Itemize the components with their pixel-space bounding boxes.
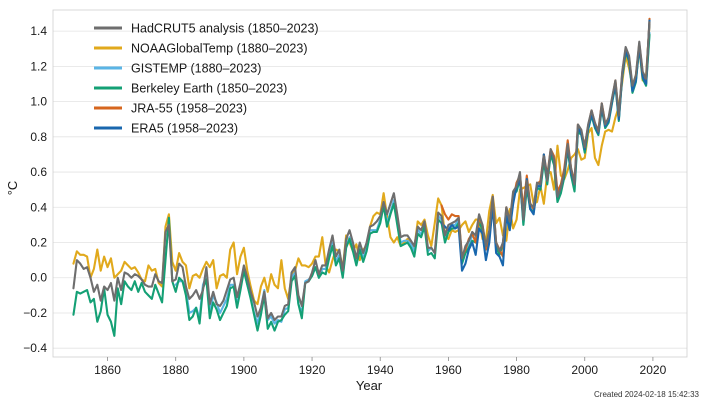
y-tick-label: −0.2 (23, 306, 47, 320)
x-axis-label: Year (356, 378, 383, 393)
y-tick-label: 0.6 (30, 165, 47, 179)
series-lines (72, 17, 651, 337)
y-axis-label: °C (5, 181, 20, 196)
x-tick-label: 1960 (435, 363, 462, 377)
legend-label: Berkeley Earth (1850–2023) (131, 82, 287, 96)
x-tick-label: 1940 (367, 363, 394, 377)
x-tick-label: 1860 (94, 363, 121, 377)
gridlines (53, 30, 687, 349)
x-tick-label: 2020 (640, 363, 667, 377)
legend-label: ERA5 (1958–2023) (131, 122, 238, 136)
x-tick-label: 1920 (299, 363, 326, 377)
y-tick-label: 0.4 (30, 200, 47, 214)
x-tick-label: 1900 (231, 363, 258, 377)
series-line-5 (72, 21, 651, 322)
x-tick-label: 1880 (162, 363, 189, 377)
y-tick-label: 0.2 (30, 236, 47, 250)
x-tick-label: 1980 (503, 363, 530, 377)
created-timestamp: Created 2024-02-18 15:42:33 (594, 390, 700, 399)
y-tick-label: 1.0 (30, 95, 47, 109)
y-tick-label: 1.2 (30, 59, 47, 73)
y-tick-label: 0.0 (30, 271, 47, 285)
legend-label: JRA-55 (1958–2023) (131, 102, 247, 116)
y-axis-ticks: −0.4 −0.2 0.0 0.2 0.4 0.6 0.8 1.0 1.2 1.4 (23, 24, 47, 355)
y-tick-label: −0.4 (23, 341, 47, 355)
plot-frame (52, 9, 688, 358)
legend-label: HadCRUT5 analysis (1850–2023) (131, 22, 319, 36)
legend-label: GISTEMP (1880–2023) (131, 62, 261, 76)
x-tick-label: 2000 (571, 363, 598, 377)
x-axis-ticks: 1860 1880 1900 1920 1940 1960 1980 2000 2020 (94, 357, 667, 377)
y-tick-label: 0.8 (30, 130, 47, 144)
legend: HadCRUT5 analysis (1850–2023) NOAAGlobalT… (94, 22, 319, 136)
y-tick-label: 1.4 (30, 24, 47, 38)
legend-label: NOAAGlobalTemp (1880–2023) (131, 42, 308, 56)
